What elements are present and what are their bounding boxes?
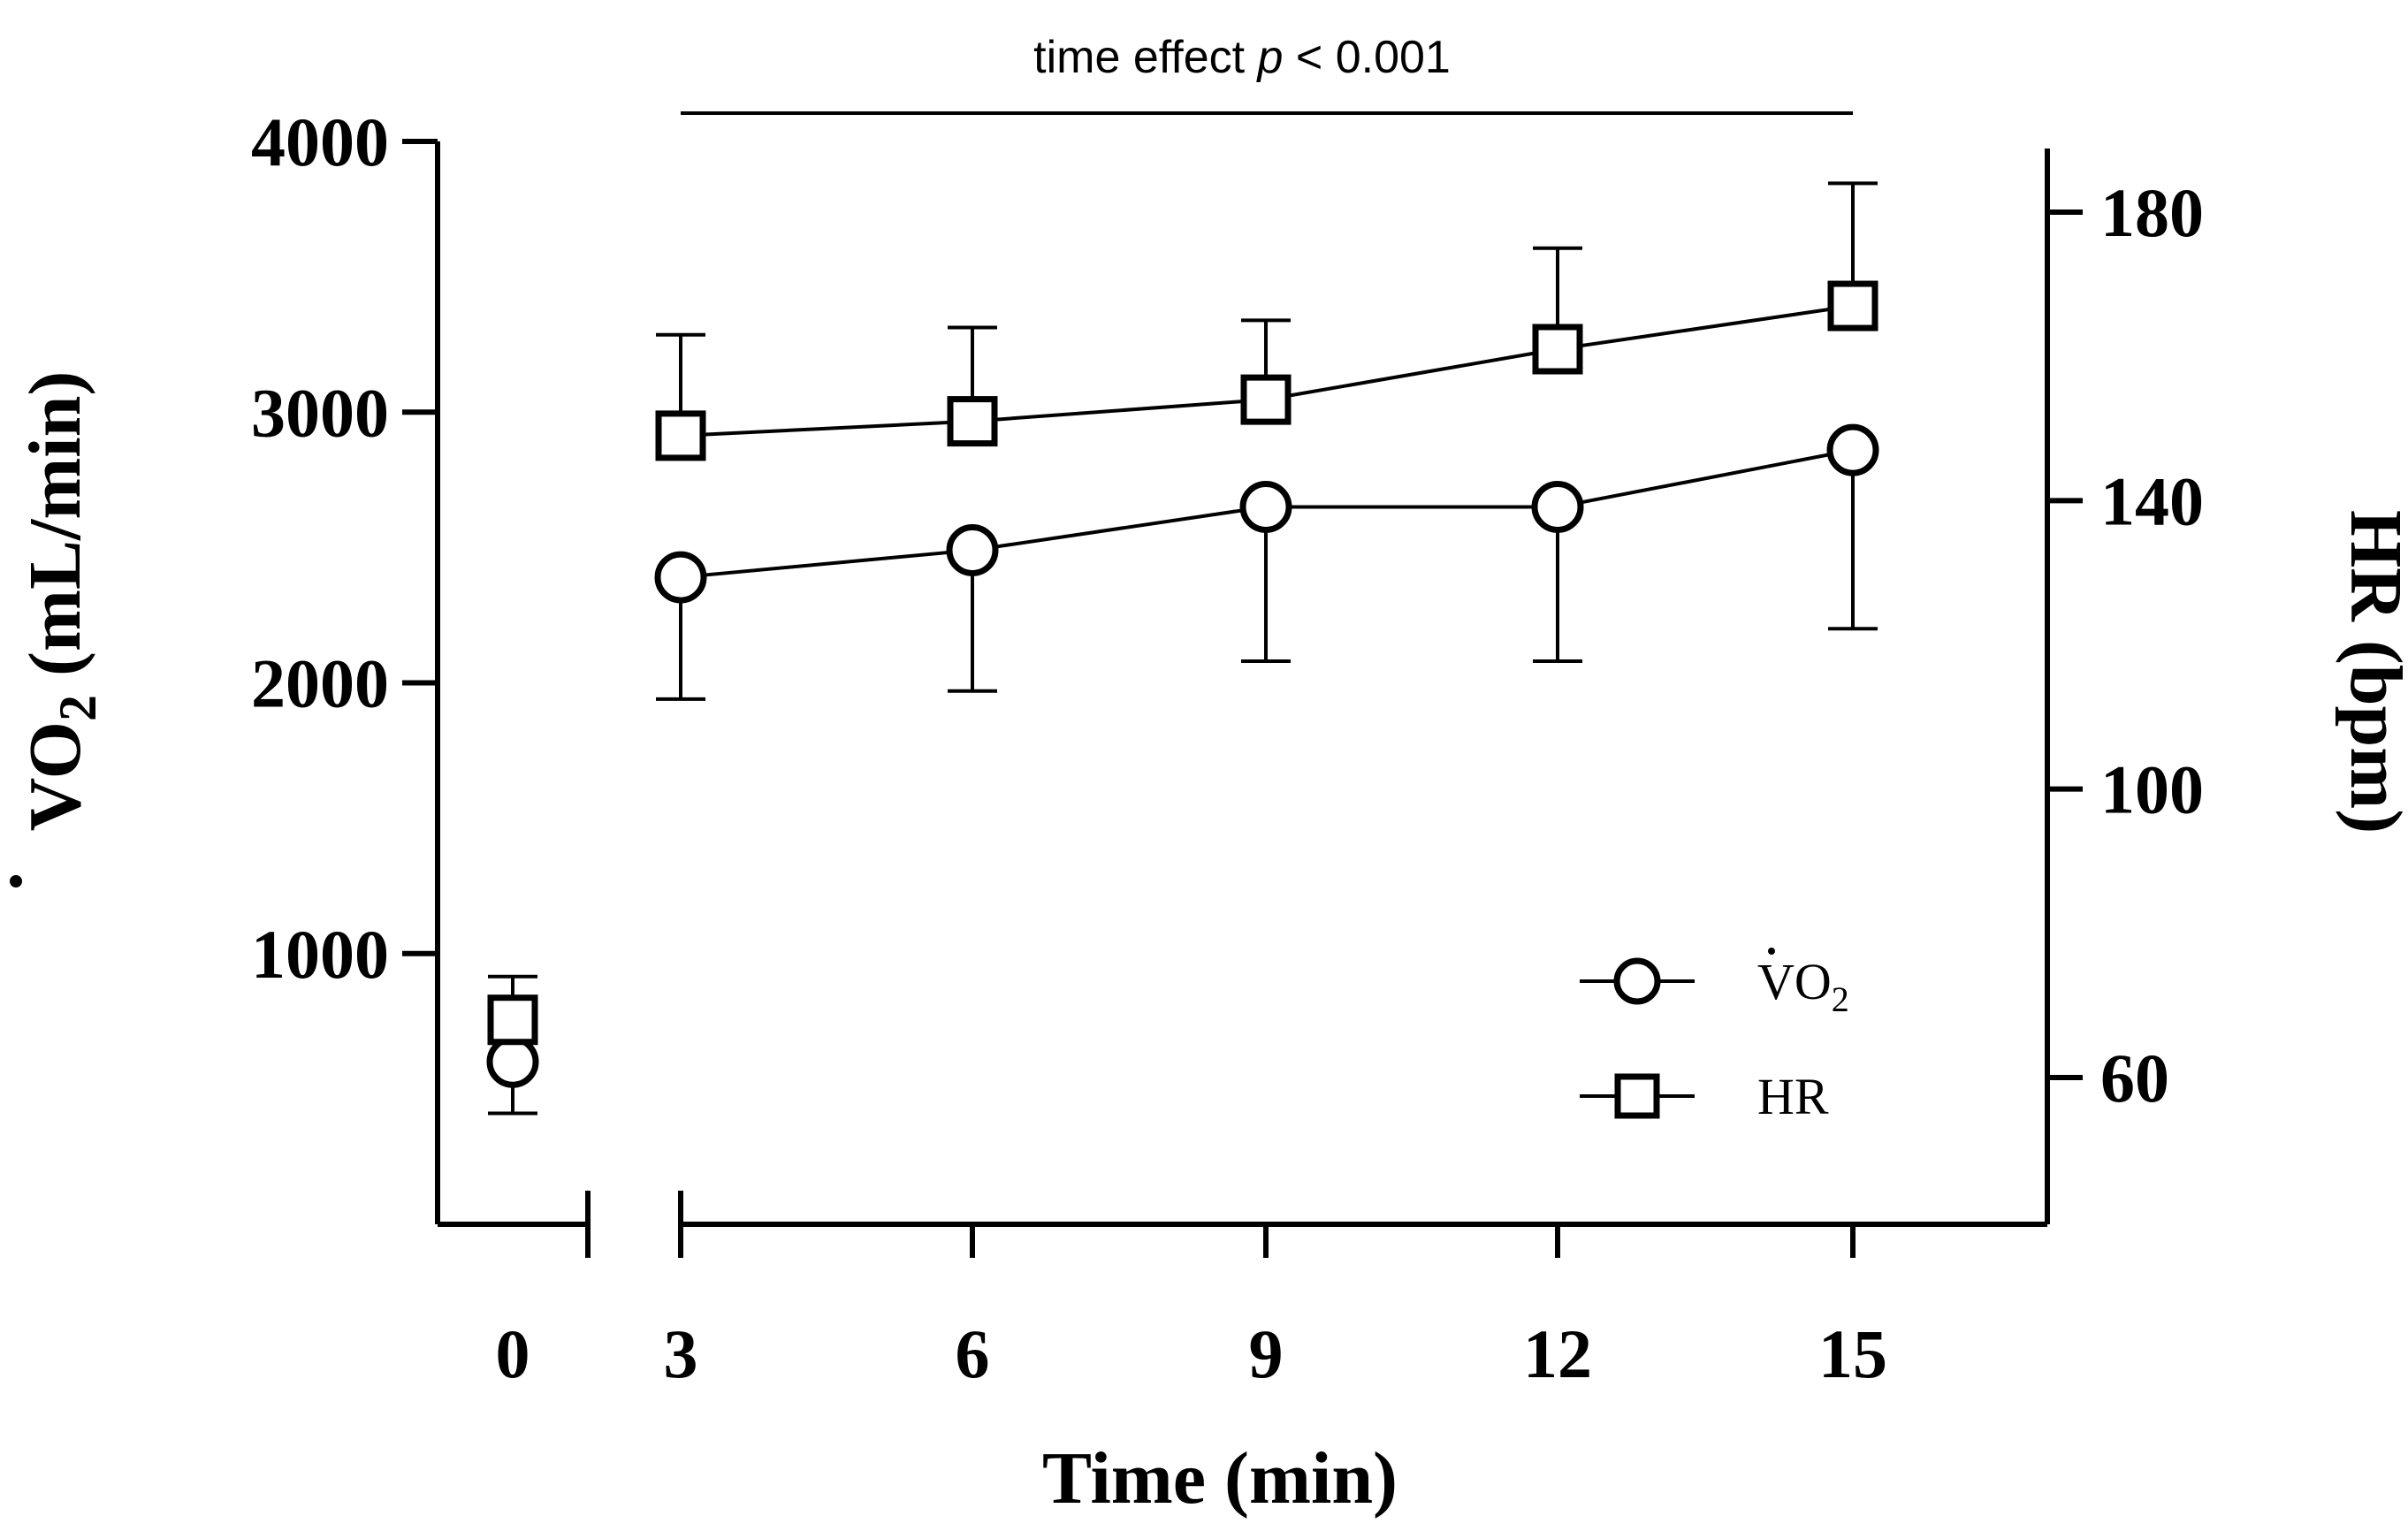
- legend-marker-vo2: [1613, 957, 1661, 1005]
- y-right-tick-label: 100: [2100, 751, 2204, 828]
- y-left-title-unit: (mL/min): [14, 371, 96, 695]
- legend-vo2-dot: [1768, 948, 1775, 955]
- annotation-text-before: time effect: [1033, 32, 1257, 83]
- legend-label-hr: HR: [1757, 1068, 1829, 1125]
- x-tick-label: 9: [1249, 1315, 1284, 1392]
- data-point: [1532, 324, 1583, 375]
- data-point: [654, 551, 707, 604]
- series-layer: [486, 181, 1879, 1116]
- legend-label-vo2-main: VO: [1757, 953, 1832, 1010]
- y-axis-right-title-text: HR (bpm): [2335, 510, 2408, 834]
- y-axis-right-title: HR (bpm): [2335, 510, 2408, 834]
- y-right-tick-label: 140: [2100, 462, 2204, 539]
- data-point: [1827, 280, 1878, 331]
- data-point: [1531, 480, 1584, 533]
- data-point: [1239, 480, 1292, 533]
- series-vo2: [486, 423, 1879, 1116]
- axes: 1000 2000 3000 4000 60 100 140 180 0 3 6 9 12 15: [251, 103, 2204, 1392]
- annotation: time effect p < 0.001: [681, 32, 1853, 115]
- data-point: [947, 396, 998, 447]
- legend-label-vo2: VO2: [1757, 953, 1849, 1019]
- annotation-text: time effect p < 0.001: [1033, 32, 1451, 83]
- y-left-tick-label: 3000: [251, 374, 389, 451]
- x-axis-title: Time (min): [1042, 1437, 1398, 1520]
- data-point: [946, 523, 999, 576]
- x-tick-label: 15: [1818, 1315, 1887, 1392]
- data-point: [487, 994, 538, 1046]
- legend: VO2 HR: [1580, 948, 1849, 1125]
- y-left-tick-label: 2000: [251, 645, 389, 722]
- annotation-text-after: < 0.001: [1283, 32, 1450, 83]
- x-tick-label: 0: [496, 1315, 530, 1392]
- legend-label-vo2-sub: 2: [1832, 979, 1849, 1019]
- legend-marker-hr: [1614, 1073, 1660, 1119]
- y-axis-left-title-text: VO2 (mL/min): [14, 371, 107, 832]
- y-axis-left-title: VO2 (mL/min): [10, 371, 107, 887]
- annotation-text-p: p: [1256, 32, 1284, 83]
- x-tick-label: 12: [1523, 1315, 1592, 1392]
- y-left-title-v: V: [14, 778, 96, 831]
- y-left-tick-label: 4000: [251, 103, 389, 180]
- y-left-tick-label: 1000: [251, 916, 389, 993]
- data-point: [486, 1035, 539, 1088]
- y-left-title-o: O: [14, 721, 96, 779]
- x-tick-label: 6: [956, 1315, 990, 1392]
- data-point: [1826, 423, 1879, 476]
- data-point: [1240, 374, 1292, 425]
- series-hr: [487, 181, 1878, 1046]
- axis-titles: Time (min) VO2 (mL/min) HR (bpm): [10, 371, 2408, 1520]
- y-right-tick-label: 180: [2100, 174, 2204, 251]
- data-point: [655, 410, 706, 461]
- y-left-title-dot: [10, 875, 22, 887]
- y-right-tick-label: 60: [2100, 1040, 2169, 1116]
- y-left-title-sub: 2: [49, 695, 107, 721]
- x-tick-label: 3: [664, 1315, 698, 1392]
